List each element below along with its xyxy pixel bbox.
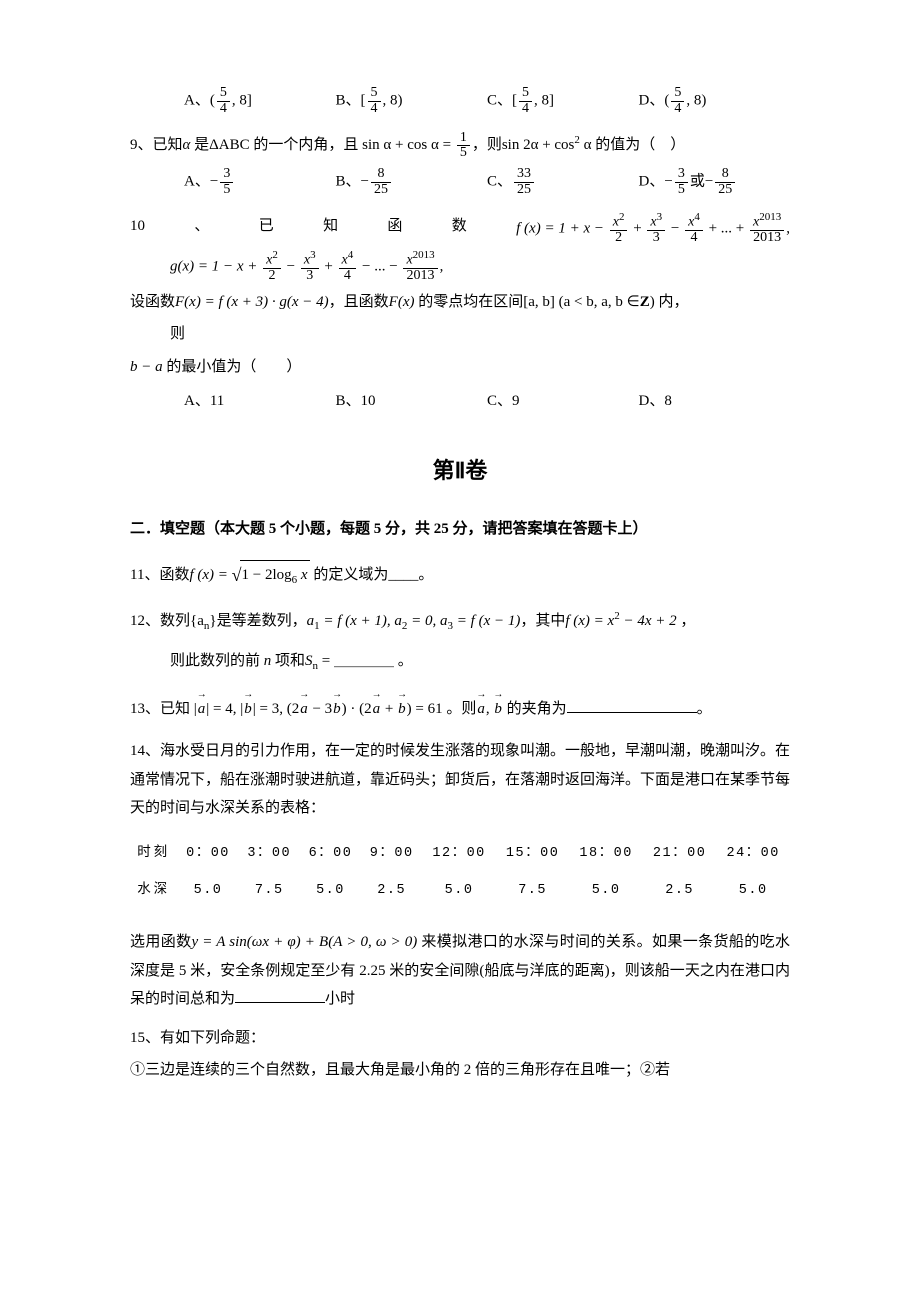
q10-opt-d: D、8 [639,387,791,416]
q9-stem: 9、已知α 是ΔABC 的一个内角，且 sin α + cos α = 15，则… [130,130,790,161]
q10-line4: b − a 的最小值为（ ） [130,353,790,382]
q9-options: A、−35 B、−825 C、3325 D、−35或−825 [130,167,790,197]
q15-p1: ①三边是连续的三个自然数，且最大角是最小角的 2 倍的三角形存在且唯一；②若 [130,1056,790,1085]
q8-opt-d: D、(54, 8) [639,86,791,116]
q8-opt-b: B、[54, 8) [336,86,488,116]
q13: 13、已知 |a| = 4, |b| = 3, (2a − 3b) · (2a … [130,695,790,724]
tide-table: 时刻0：003：006：009：0012：0015：0018：0021：0024… [130,835,790,910]
q10-opt-c: C、9 [487,387,639,416]
q14-body: 14、海水受日月的引力作用，在一定的时候发生涨落的现象叫潮。一般地，早潮叫潮，晚… [130,737,790,823]
q10-line3: 设函数F(x) = f (x + 3) · g(x − 4)，且函数F(x) 的… [130,288,790,317]
q9-opt-d: D、−35或−825 [639,167,791,197]
q10-ze: 则 [130,320,790,349]
q8-opt-c: C、[54, 8] [487,86,639,116]
q10-line1: 10 、 已 知 函 数 f (x) = 1 + x − x22 + x33 −… [130,212,790,246]
q12-l2: 则此数列的前 n 项和Sn = ＿＿＿＿ 。 [130,647,790,677]
q10-opt-b: B、10 [336,387,488,416]
q9-opt-c: C、3325 [487,167,639,197]
q10-options: A、11 B、10 C、9 D、8 [130,387,790,416]
q8-opt-a: A、(54, 8] [184,86,336,116]
table-row: 时刻0：003：006：009：0012：0015：0018：0021：0024… [130,835,790,873]
q9-opt-a: A、−35 [184,167,336,197]
q15-head: 15、有如下列命题： [130,1024,790,1053]
q10-opt-a: A、11 [184,387,336,416]
q11: 11、函数f (x) = √1 − 2log6 x 的定义域为____。 [130,558,790,592]
q10-line2: g(x) = 1 − x + x22 − x33 + x44 − ... − x… [130,250,790,284]
q12-l1: 12、数列{an}是等差数列，a1 = f (x + 1), a2 = 0, a… [130,606,790,637]
q9-opt-b: B、−825 [336,167,488,197]
q8-options: A、(54, 8] B、[54, 8) C、[54, 8] D、(54, 8) [130,86,790,116]
table-row: 水深5.07.55.02.55.07.55.02.55.0 [130,872,790,910]
q14-tail: 选用函数y = A sin(ωx + φ) + B(A > 0, ω > 0) … [130,928,790,1014]
part2-heading: 第Ⅱ卷 [130,450,790,492]
section2-title: 二．填空题（本大题 5 个小题，每题 5 分，共 25 分，请把答案填在答题卡上… [130,515,790,544]
